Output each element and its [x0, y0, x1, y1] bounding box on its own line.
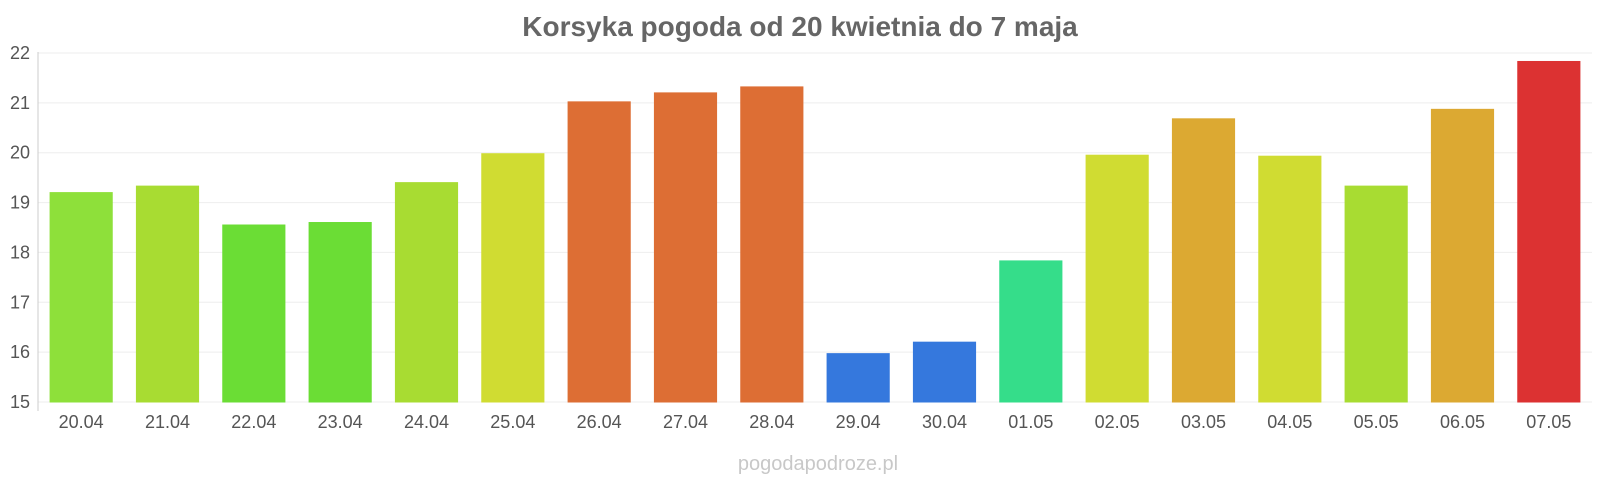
- x-tick-label: 25.04: [490, 412, 535, 432]
- bar-03.05: [1171, 118, 1236, 403]
- x-tick-label: 01.05: [1008, 412, 1053, 432]
- x-tick-label: 07.05: [1526, 412, 1571, 432]
- bar-30.04: [912, 341, 977, 403]
- bar-24.04: [394, 182, 459, 403]
- y-tick-label: 20: [10, 143, 30, 163]
- x-axis-ticks: 20.04 21.04 22.04 23.04 24.04 25.04 26.04 27.04…: [59, 412, 1572, 432]
- x-tick-label: 20.04: [59, 412, 104, 432]
- y-tick-label: 17: [10, 292, 30, 312]
- x-tick-label: 26.04: [577, 412, 622, 432]
- x-tick-label: 30.04: [922, 412, 967, 432]
- x-tick-label: 29.04: [836, 412, 881, 432]
- bar-20.04: [49, 192, 113, 403]
- x-tick-label: 27.04: [663, 412, 708, 432]
- bar-02.05: [1085, 154, 1149, 403]
- bar-07.05: [1517, 60, 1581, 403]
- x-tick-label: 28.04: [749, 412, 794, 432]
- bar-26.04: [567, 101, 631, 403]
- bars: [49, 60, 1581, 403]
- x-tick-label: 21.04: [145, 412, 190, 432]
- x-tick-label: 02.05: [1095, 412, 1140, 432]
- y-tick-label: 18: [10, 242, 30, 262]
- watermark-text: pogodapodroze.pl: [738, 453, 898, 475]
- bar-21.04: [135, 185, 200, 403]
- bar-28.04: [740, 86, 804, 403]
- y-tick-label: 19: [10, 193, 30, 213]
- bar-22.04: [222, 224, 286, 403]
- bar-27.04: [653, 92, 718, 403]
- bar-01.05: [999, 260, 1063, 403]
- bar-06.05: [1430, 108, 1495, 403]
- x-tick-label: 05.05: [1354, 412, 1399, 432]
- x-tick-label: 24.04: [404, 412, 449, 432]
- gridlines: [38, 52, 1592, 403]
- x-tick-label: 03.05: [1181, 412, 1226, 432]
- bar-25.04: [481, 153, 545, 403]
- y-tick-label: 15: [10, 392, 30, 412]
- bar-29.04: [826, 353, 890, 403]
- y-tick-label: 22: [10, 43, 30, 63]
- x-tick-label: 06.05: [1440, 412, 1485, 432]
- bar-05.05: [1344, 185, 1408, 403]
- y-tick-label: 21: [10, 93, 30, 113]
- y-tick-label: 16: [10, 342, 30, 362]
- bar-04.05: [1258, 155, 1322, 403]
- y-axis-ticks: 15 16 17 18 19 20 21 22: [10, 43, 30, 412]
- bar-23.04: [308, 222, 372, 403]
- x-tick-label: 23.04: [318, 412, 363, 432]
- x-tick-label: 22.04: [231, 412, 276, 432]
- chart-title: Korsyka pogoda od 20 kwietnia do 7 maja: [522, 11, 1078, 42]
- x-tick-label: 04.05: [1267, 412, 1312, 432]
